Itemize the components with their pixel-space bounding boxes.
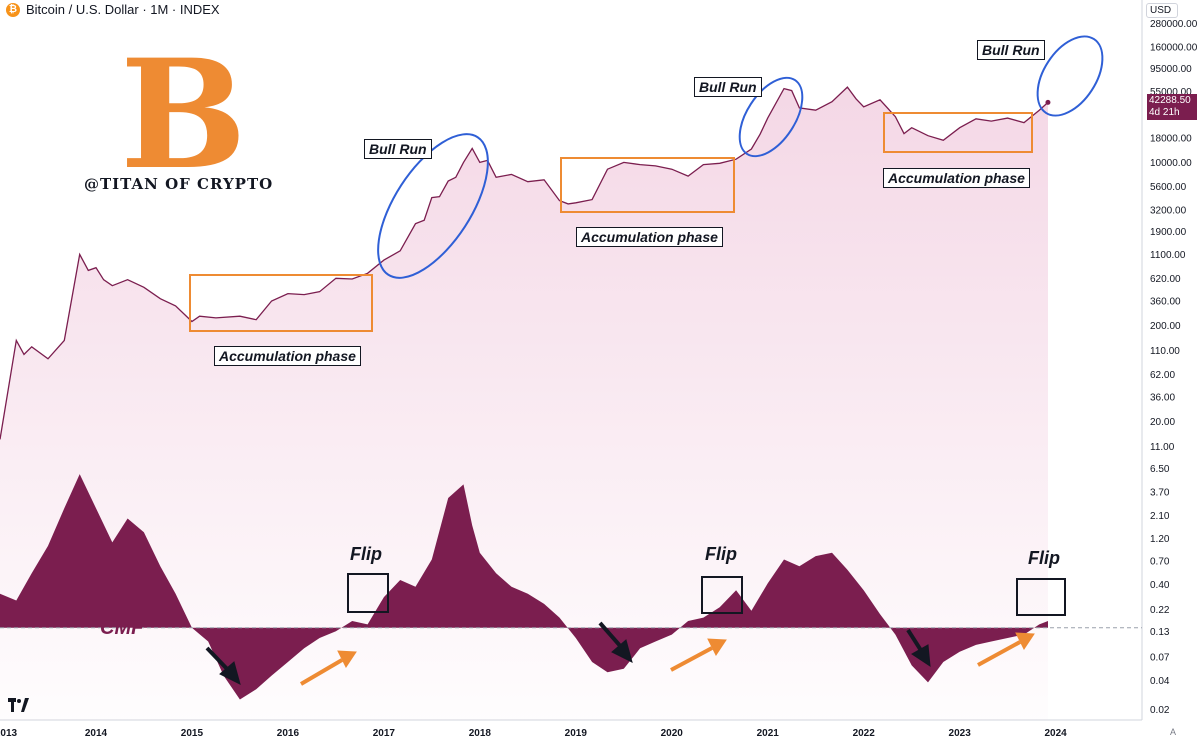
flip-label-3: Flip <box>1028 548 1060 568</box>
flip-label-2: Flip <box>705 544 737 564</box>
y-tick-label: 11.00 <box>1150 442 1175 453</box>
y-tick-label: 55000.00 <box>1150 87 1192 98</box>
up-arrow-icon <box>977 632 1035 667</box>
y-tick-label: 62.00 <box>1150 370 1175 381</box>
y-tick-label: 280000.00 <box>1150 19 1198 30</box>
auto-scale-button[interactable]: A <box>1170 727 1177 737</box>
y-tick-label: 0.07 <box>1150 653 1170 664</box>
flip-label-1: Flip <box>350 544 382 564</box>
y-tick-label: 0.70 <box>1150 557 1170 568</box>
y-tick-label: 1.20 <box>1150 534 1170 545</box>
y-tick-label: 620.00 <box>1150 274 1181 285</box>
y-tick-label: 0.13 <box>1150 627 1170 638</box>
cmf-indicator <box>0 474 1048 700</box>
y-tick-label: 36.00 <box>1150 392 1175 403</box>
x-tick-label: 2017 <box>373 728 396 739</box>
accumulation-label-3: Accumulation phase <box>883 168 1030 188</box>
x-tick-label: 2024 <box>1045 728 1068 739</box>
cmf-label: CMF <box>100 617 144 639</box>
accumulation-box-1 <box>189 274 373 332</box>
bar-countdown: 4d 21h <box>1149 107 1180 118</box>
up-arrow-icon <box>299 650 357 686</box>
cmf-area <box>0 474 1048 700</box>
y-tick-label: 20.00 <box>1150 417 1175 428</box>
accumulation-box-2 <box>560 157 735 213</box>
bull-run-circle-2 <box>738 76 804 158</box>
chart-title: Bitcoin / U.S. Dollar · 1M · INDEX <box>26 2 220 17</box>
last-price-value: 42288.50 <box>1149 95 1191 106</box>
x-tick-label: 2021 <box>757 728 780 739</box>
bitcoin-logo: B <box>120 27 247 203</box>
y-tick-label: 2.10 <box>1150 511 1170 522</box>
author-watermark: @TITAN OF CRYPTO <box>84 175 274 193</box>
y-tick-label: 1100.00 <box>1150 250 1186 261</box>
x-tick-label: 2023 <box>949 728 972 739</box>
y-tick-label: 110.00 <box>1150 346 1180 357</box>
down-arrow-icon <box>205 646 241 685</box>
y-tick-label: 0.40 <box>1150 580 1170 591</box>
x-tick-label: 2020 <box>661 728 684 739</box>
up-arrow-icon <box>670 638 727 672</box>
down-arrow-icon <box>598 621 633 663</box>
price-line <box>0 86 1049 440</box>
y-tick-label: 10000.00 <box>1150 158 1192 169</box>
y-tick-label: 160000.00 <box>1150 42 1198 53</box>
last-price-badge: 42288.50 4d 21h <box>1147 94 1197 120</box>
x-tick-label: 2015 <box>181 728 204 739</box>
accumulation-label-1: Accumulation phase <box>214 346 361 366</box>
flip-box-1 <box>347 573 389 613</box>
bull-run-circle-1 <box>377 133 489 279</box>
y-tick-label: 0.22 <box>1150 605 1170 616</box>
last-price-dot <box>1045 99 1051 105</box>
y-tick-label: 200.00 <box>1150 321 1181 332</box>
y-tick-label: 6.50 <box>1150 464 1170 475</box>
bull-run-label-2: Bull Run <box>694 77 762 97</box>
tradingview-logo-icon[interactable] <box>8 698 30 712</box>
y-tick-label: 3200.00 <box>1150 205 1187 216</box>
y-tick-label: 1900.00 <box>1150 227 1187 238</box>
x-tick-label: 2014 <box>85 728 108 739</box>
currency-selector[interactable]: USD <box>1146 3 1179 18</box>
accumulation-label-2: Accumulation phase <box>576 227 723 247</box>
bitcoin-icon: ₿ <box>6 2 20 17</box>
x-tick-label: 2019 <box>565 728 588 739</box>
y-tick-label: 0.04 <box>1150 676 1170 687</box>
x-tick-label: 2016 <box>277 728 300 739</box>
accumulation-box-3 <box>883 112 1033 153</box>
down-arrow-icon <box>906 628 931 667</box>
x-tick-label: 2022 <box>853 728 876 739</box>
chart-header[interactable]: ₿ Bitcoin / U.S. Dollar · 1M · INDEX <box>6 2 220 17</box>
flip-box-2 <box>701 576 743 614</box>
bull-run-circle-3 <box>1036 35 1104 117</box>
y-tick-label: 3.70 <box>1150 487 1170 498</box>
x-tick-label: 2018 <box>469 728 492 739</box>
y-tick-label: 5600.00 <box>1150 182 1187 193</box>
y-tick-label: 18000.00 <box>1150 133 1192 144</box>
y-tick-label: 95000.00 <box>1150 64 1192 75</box>
y-tick-label: 0.02 <box>1150 705 1170 716</box>
flip-box-3 <box>1016 578 1066 616</box>
bull-run-label-3: Bull Run <box>977 40 1045 60</box>
bull-run-label-1: Bull Run <box>364 139 432 159</box>
y-tick-label: 360.00 <box>1150 296 1181 307</box>
